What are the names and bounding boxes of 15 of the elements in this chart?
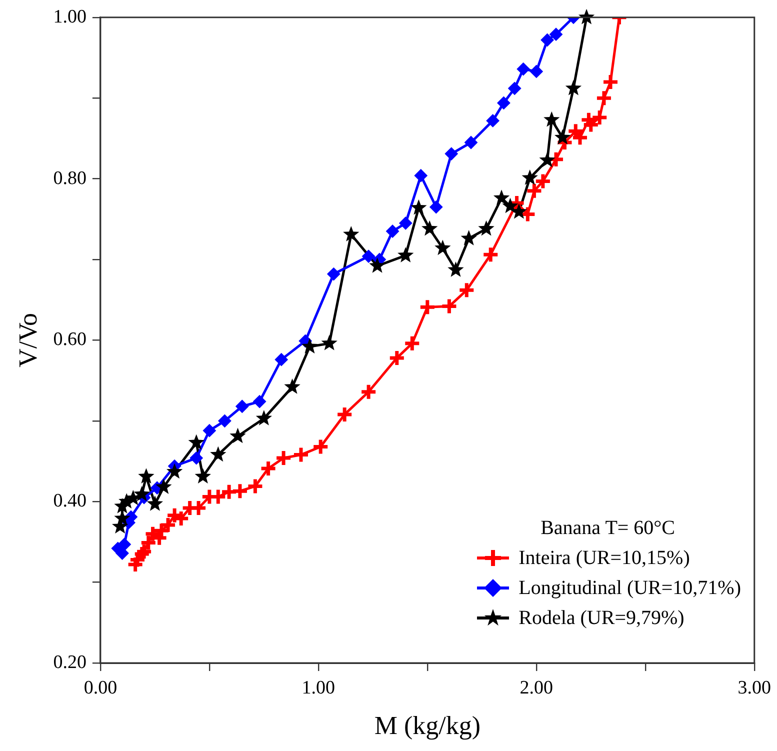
y-tick-label: 0.80 [53, 168, 86, 189]
x-tick-label: 2.00 [520, 677, 554, 698]
y-axis-title: V/Vo [13, 312, 42, 368]
legend-label: Inteira (UR=10,15%) [518, 546, 690, 570]
legend-title: Banana T= 60°C [540, 517, 676, 540]
y-tick-label: 1.00 [53, 6, 86, 28]
legend-label: Longitudinal (UR=10,71%) [518, 576, 741, 600]
y-tick-label: 0.20 [53, 652, 86, 673]
x-axis-title: M (kg/kg) [374, 711, 480, 740]
y-tick-label: 0.40 [53, 490, 86, 512]
x-tick-label: 0.00 [84, 677, 118, 698]
x-tick-label: 1.00 [302, 677, 336, 698]
y-tick-label: 0.60 [53, 329, 86, 350]
x-tick-label: 3.00 [738, 677, 771, 698]
legend-label: Rodela (UR=9,79%) [518, 606, 684, 630]
